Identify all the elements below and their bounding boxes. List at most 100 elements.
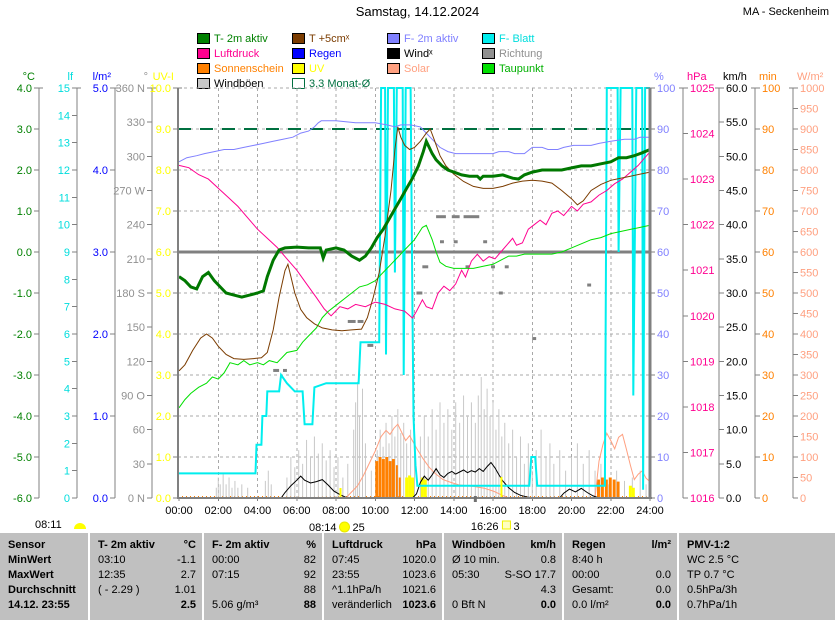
- svg-text:10:00: 10:00: [361, 505, 389, 517]
- svg-text:13: 13: [58, 138, 70, 150]
- svg-text:-4.0: -4.0: [13, 411, 32, 423]
- table-row: 23:55 1023.6: [324, 568, 442, 583]
- svg-text:20:00: 20:00: [558, 505, 586, 517]
- table-cell-label: Regen: [572, 539, 606, 551]
- svg-text:900: 900: [800, 124, 818, 136]
- svg-text:60: 60: [762, 247, 774, 259]
- svg-text:9: 9: [64, 247, 70, 259]
- table-row: PMV-1:2: [679, 538, 835, 553]
- legend-label: Luftdruck: [214, 47, 260, 60]
- table-cell-label: 05:30: [452, 569, 480, 581]
- table-cell-label: PMV-1:2: [687, 539, 730, 551]
- legend-item: UV: [292, 61, 387, 76]
- svg-text:360 N: 360 N: [116, 83, 145, 95]
- svg-text:2.0: 2.0: [156, 411, 171, 423]
- table-column: PMV-1:2 WC 2.5 °C TP 0.7 °C 0.5hPa/3h 0.7hPa…: [677, 533, 835, 620]
- svg-text:5.0: 5.0: [156, 288, 171, 300]
- svg-text:60: 60: [657, 247, 669, 259]
- svg-text:10: 10: [762, 452, 774, 464]
- legend-color-swatch: [197, 33, 210, 44]
- table-cell-value: l/m²: [651, 539, 671, 551]
- svg-text:750: 750: [800, 186, 818, 198]
- svg-text:22:00: 22:00: [597, 505, 625, 517]
- svg-text:4.0: 4.0: [156, 329, 171, 341]
- svg-text:1022: 1022: [690, 220, 714, 232]
- table-cell-label: MinWert: [8, 554, 52, 566]
- table-column: F- 2m aktiv% 00:00 82 07:15 92 88 5.06 g/m³ 88: [202, 533, 322, 620]
- day-start-time: 08:11: [35, 519, 62, 531]
- table-cell-label: TP 0.7 °C: [687, 569, 735, 581]
- table-cell-value: 1023.6: [402, 599, 436, 611]
- svg-text:12:00: 12:00: [401, 505, 429, 517]
- table-row: 0.0 l/m² 0.0: [564, 598, 677, 613]
- table-row: F- 2m aktiv%: [204, 538, 322, 553]
- table-column: Regen l/m² 8:40 h 00:00 0.0 Gesamt: 0.0 0.0 l/m…: [562, 533, 677, 620]
- svg-text:0: 0: [64, 493, 70, 505]
- table-row: Sensor: [0, 538, 88, 553]
- legend-color-swatch: [482, 48, 495, 59]
- svg-text:lf: lf: [68, 71, 74, 83]
- svg-text:240: 240: [127, 220, 145, 232]
- svg-text:0.0: 0.0: [726, 493, 741, 505]
- svg-text:100: 100: [800, 452, 818, 464]
- svg-text:650: 650: [800, 227, 818, 239]
- svg-text:800: 800: [800, 165, 818, 177]
- svg-text:70: 70: [657, 206, 669, 218]
- svg-text:1000: 1000: [800, 83, 824, 95]
- legend-item: Sonnenschein: [197, 61, 292, 76]
- svg-text:0.0: 0.0: [17, 247, 32, 259]
- svg-text:20.0: 20.0: [726, 356, 747, 368]
- svg-text:30: 30: [133, 459, 145, 471]
- svg-text:400: 400: [800, 329, 818, 341]
- svg-text:10.0: 10.0: [150, 83, 171, 95]
- table-row: MinWert: [0, 553, 88, 568]
- table-cell-value: 4.3: [540, 584, 556, 596]
- table-row: 0.7hPa/1h: [679, 598, 835, 613]
- svg-text:120: 120: [127, 356, 145, 368]
- table-cell-label: Ø 10 min.: [452, 554, 500, 566]
- legend-item: T- 2m aktiv: [197, 31, 292, 46]
- svg-text:12: 12: [58, 165, 70, 177]
- svg-text:250: 250: [800, 391, 818, 403]
- svg-text:4.0: 4.0: [17, 83, 32, 95]
- svg-text:50: 50: [762, 288, 774, 300]
- svg-text:2.0: 2.0: [17, 165, 32, 177]
- table-row: 88: [204, 583, 322, 598]
- svg-text:10: 10: [657, 452, 669, 464]
- table-row: Ø 10 min. 0.8: [444, 553, 562, 568]
- svg-text:°: °: [144, 71, 148, 83]
- table-cell-label: 0.0 l/m²: [572, 599, 609, 611]
- table-cell-value: °C: [183, 539, 196, 551]
- svg-text:100: 100: [657, 83, 675, 95]
- svg-text:150: 150: [127, 322, 145, 334]
- svg-text:3.0: 3.0: [93, 247, 108, 259]
- summary-table: Sensor MinWert MaxWert Durchschnitt 14.12. 2…: [0, 533, 835, 620]
- svg-text:1.0: 1.0: [93, 411, 108, 423]
- table-row: 2.5: [90, 598, 202, 613]
- legend-label: 3.3 Monat-Ø: [309, 77, 371, 90]
- legend-label: UV: [309, 62, 325, 75]
- svg-text:60.0: 60.0: [726, 83, 747, 95]
- sunset-value: 3: [513, 521, 519, 533]
- svg-text:70: 70: [762, 206, 774, 218]
- station-label: MA - Seckenheim: [742, 6, 829, 18]
- svg-text:2.0: 2.0: [93, 329, 108, 341]
- svg-text:1: 1: [64, 466, 70, 478]
- table-row: Regen l/m²: [564, 538, 677, 553]
- legend-item: Richtung: [482, 46, 577, 61]
- table-cell-value: -1.1: [177, 554, 196, 566]
- svg-text:°C: °C: [23, 71, 35, 83]
- svg-text:10.0: 10.0: [726, 425, 747, 437]
- svg-text:1020: 1020: [690, 311, 714, 323]
- table-cell-value: hPa: [415, 539, 436, 551]
- svg-text:50: 50: [657, 288, 669, 300]
- table-row: 8:40 h: [564, 553, 677, 568]
- table-cell-value: 1.01: [174, 584, 196, 596]
- svg-text:10: 10: [58, 220, 70, 232]
- svg-text:30: 30: [762, 370, 774, 382]
- svg-text:1018: 1018: [690, 402, 714, 414]
- legend-label: F- 2m aktiv: [404, 32, 459, 45]
- table-cell-value: 2.5: [180, 599, 196, 611]
- svg-text:80: 80: [657, 165, 669, 177]
- table-row: Gesamt: 0.0: [564, 583, 677, 598]
